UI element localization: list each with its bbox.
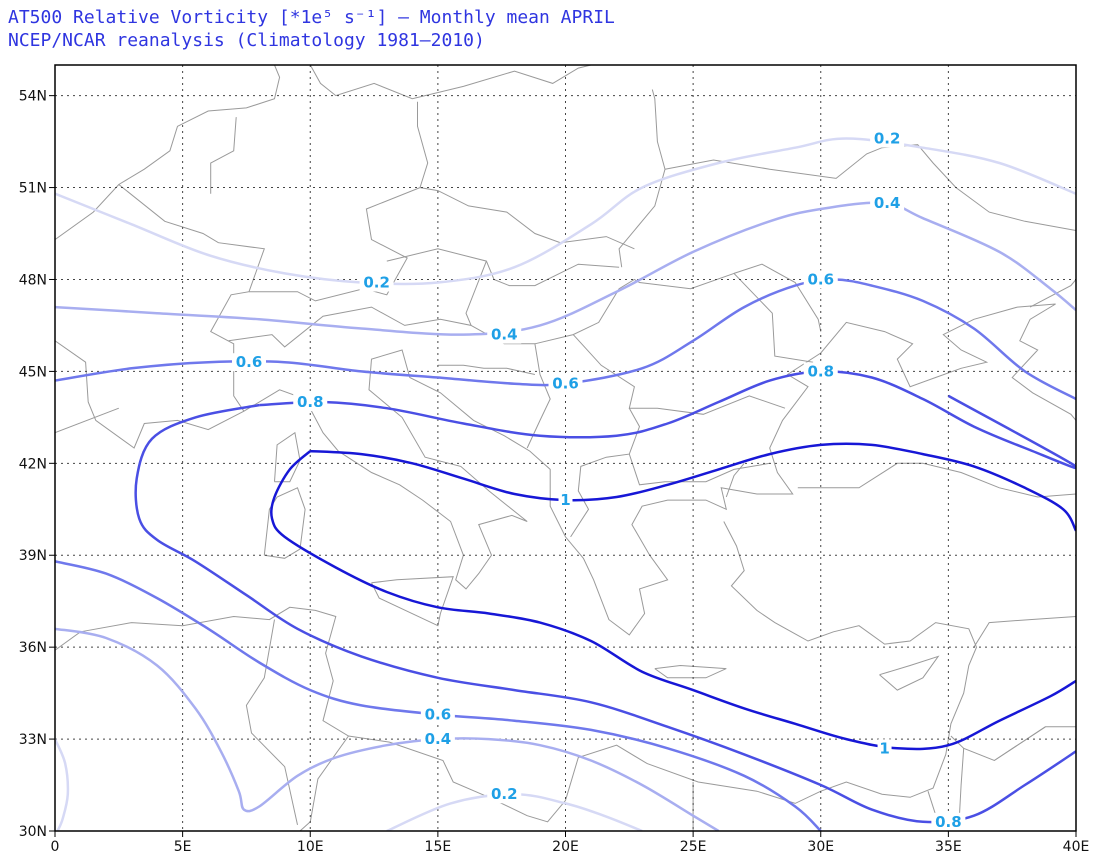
country-border <box>733 263 822 332</box>
contour-labels: 0.2 0.2 0.2 0.4 0.4 0.4 0.6 0.6 0.6 0.6 0.8 0.8 0.8 1… <box>231 129 966 831</box>
country-border <box>419 187 635 250</box>
contour-label: 0.4 <box>874 194 901 212</box>
contour-label-bg <box>420 705 455 724</box>
contour-label-bg <box>931 812 966 831</box>
contour-label: 0.8 <box>935 813 962 831</box>
y-tick-label: 51N <box>19 181 47 197</box>
contour-label-bg <box>487 785 522 804</box>
x-tick-label: 25E <box>680 839 707 855</box>
x-tick-label: 35E <box>935 839 962 855</box>
contour-label: 0.4 <box>425 730 452 748</box>
contour-label: 1 <box>560 491 570 509</box>
contour-label: 0.2 <box>874 130 901 148</box>
coastline <box>371 576 454 627</box>
contour-label: 0.6 <box>552 375 579 393</box>
contour-line-0-6 <box>55 560 822 831</box>
contour-label: 0.8 <box>807 362 834 380</box>
coastline <box>55 65 281 241</box>
y-tick-label: 39N <box>19 548 47 564</box>
chart-subtitle: NCEP/NCAR reanalysis (Climatology 1981–2… <box>8 30 485 51</box>
country-border <box>228 260 487 348</box>
contour-line-0-8 <box>259 370 1076 470</box>
x-tick-label: 30E <box>807 839 834 855</box>
contour-label-bg <box>548 374 583 393</box>
contour-line-0-2 <box>55 738 70 831</box>
contour-line-0-4 <box>55 201 1076 336</box>
coastline <box>274 431 301 483</box>
country-border <box>245 619 298 826</box>
country-border <box>664 144 1076 231</box>
y-tick-label: 36N <box>19 640 47 656</box>
contour-label-bg <box>870 129 905 148</box>
coastline <box>55 407 119 434</box>
contour-line-1 <box>270 450 1076 751</box>
vorticity-contours <box>55 137 1076 831</box>
contour-label-bg <box>420 730 455 749</box>
contour-label: 0.8 <box>297 393 324 411</box>
country-border <box>570 407 641 538</box>
contour-label: 1 <box>879 739 889 757</box>
coastline <box>309 65 592 100</box>
country-border <box>994 726 1046 761</box>
y-tick-label: 54N <box>19 89 47 105</box>
contour-label: 0.2 <box>363 274 390 292</box>
country-border <box>973 616 1076 648</box>
contour-label-bg <box>487 325 522 344</box>
contour-label-bg <box>870 193 905 212</box>
contour-label: 0.6 <box>236 353 263 371</box>
country-border <box>572 334 786 415</box>
contour-line-0-2 <box>55 137 1076 286</box>
coastline <box>654 664 727 679</box>
contour-label: 0.6 <box>807 270 834 288</box>
country-border <box>1029 279 1076 308</box>
contour-line-0-2 <box>386 792 643 831</box>
country-border <box>534 272 814 363</box>
country-border <box>118 184 265 412</box>
country-border <box>386 248 620 287</box>
contour-label-bg <box>803 270 838 289</box>
contour-label-bg <box>231 353 266 372</box>
x-tick-label: 5E <box>174 839 192 855</box>
country-border <box>470 324 551 449</box>
x-tick-label: 20E <box>552 839 579 855</box>
y-tick-label: 30N <box>19 824 47 840</box>
contour-label-bg <box>803 362 838 381</box>
contour-line-1 <box>310 442 1076 532</box>
contour-label: 0.4 <box>491 326 518 344</box>
coastline <box>55 521 978 823</box>
contour-label: 0.2 <box>491 785 518 803</box>
y-tick-label: 45N <box>19 364 47 380</box>
country-border <box>950 726 1076 762</box>
contour-label: 0.6 <box>425 706 452 724</box>
x-tick-label: 15E <box>425 839 452 855</box>
contour-label-bg <box>558 491 573 510</box>
coastline <box>797 462 1076 498</box>
y-tick-label: 42N <box>19 456 47 472</box>
x-tick-label: 40E <box>1063 839 1090 855</box>
y-tick-label: 33N <box>19 732 47 748</box>
contour-line-0-4 <box>55 627 720 831</box>
coastline <box>879 655 940 691</box>
graticule <box>55 65 1076 831</box>
country-border <box>299 735 349 831</box>
axis-labels: 0 5E 10E 15E 20E 25E 30E 35E 40E 30N 33N 36N 39N 42N 4… <box>19 89 1090 855</box>
country-border <box>210 117 237 194</box>
country-border <box>725 462 745 498</box>
country-border <box>628 453 770 486</box>
x-tick-label: 10E <box>297 839 324 855</box>
contour-label-bg <box>877 739 892 758</box>
country-border <box>437 364 536 375</box>
chart-title: AT500 Relative Vorticity [*1e⁵ s⁻¹] – Mo… <box>8 7 615 28</box>
contour-label-bg <box>359 273 394 292</box>
contour-line-0-8 <box>134 403 1076 824</box>
y-tick-label: 48N <box>19 272 47 288</box>
x-tick-label: 0 <box>51 839 60 855</box>
contour-label-bg <box>293 393 328 412</box>
country-border <box>618 89 666 268</box>
country-border <box>249 101 429 302</box>
